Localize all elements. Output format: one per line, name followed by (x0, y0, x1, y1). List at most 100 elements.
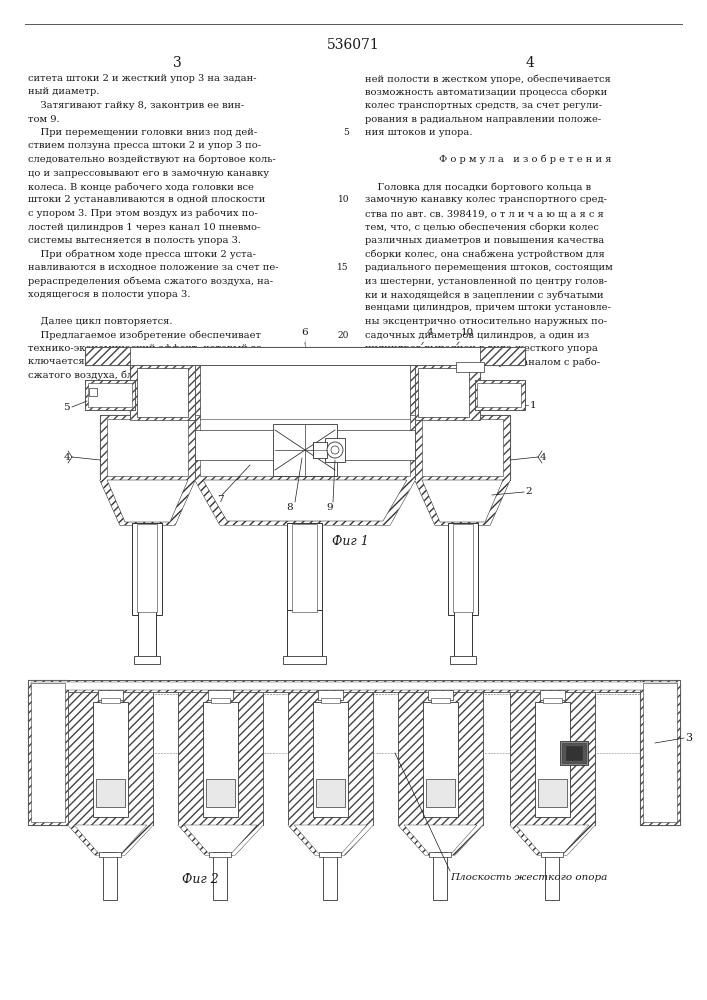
Text: 3: 3 (173, 56, 182, 70)
Bar (137, 368, 188, 417)
Bar (28, 680, 680, 692)
Text: технико-экономический эффект, который за-: технико-экономический эффект, который за… (28, 344, 266, 353)
Text: 10: 10 (457, 328, 474, 345)
Bar (195, 415, 415, 480)
Bar (545, 852, 559, 900)
Bar (292, 524, 317, 612)
Bar (535, 702, 570, 817)
Bar (448, 523, 478, 615)
Bar (418, 368, 469, 417)
Text: ствием ползуна пресса штоки 2 и упор 3 по-: ствием ползуна пресса штоки 2 и упор 3 п… (28, 141, 261, 150)
Polygon shape (203, 480, 407, 521)
Text: с упором 3. При этом воздух из рабочих по-: с упором 3. При этом воздух из рабочих п… (28, 209, 258, 219)
Text: 3: 3 (685, 733, 692, 743)
Bar (103, 852, 117, 900)
Text: 5: 5 (64, 402, 70, 412)
Text: различных диаметров и повышения качества: различных диаметров и повышения качества (365, 236, 604, 245)
Text: При перемещении головки вниз под дей-: При перемещении головки вниз под дей- (28, 128, 257, 137)
Bar (415, 365, 480, 420)
Text: 4: 4 (540, 452, 547, 462)
Text: ный диаметр.: ный диаметр. (28, 88, 100, 97)
Polygon shape (184, 825, 257, 855)
Bar (107, 419, 188, 476)
Text: из шестерни, установленной по центру голов-: из шестерни, установленной по центру гол… (365, 276, 607, 286)
Bar (100, 415, 195, 480)
Bar (319, 852, 341, 857)
Text: Фиг 1: Фиг 1 (332, 535, 368, 548)
Bar (475, 380, 525, 410)
Bar (510, 692, 595, 825)
Text: ней полости в жестком упоре, обеспечивается: ней полости в жестком упоре, обеспечивае… (365, 74, 611, 84)
Text: ства по авт. св. 398419, о т л и ч а ю щ а я с я: ства по авт. св. 398419, о т л и ч а ю щ… (365, 209, 604, 218)
Polygon shape (68, 825, 153, 855)
Text: ключается в том, что сокращаются потери: ключается в том, что сокращаются потери (28, 358, 254, 366)
Text: венцами цилиндров, причем штоки установле-: венцами цилиндров, причем штоки установл… (365, 304, 611, 312)
Bar (283, 656, 326, 664)
Bar (428, 690, 453, 700)
Polygon shape (178, 825, 263, 855)
Bar (93, 702, 128, 817)
Bar (130, 347, 480, 365)
Text: системы вытесняется в полость упора 3.: системы вытесняется в полость упора 3. (28, 236, 241, 245)
Polygon shape (288, 825, 373, 855)
Bar (313, 442, 327, 458)
Text: 4: 4 (421, 328, 433, 345)
Polygon shape (510, 825, 595, 855)
Bar (85, 347, 525, 365)
Bar (88, 383, 132, 407)
Bar (318, 690, 343, 700)
Bar (288, 692, 373, 825)
Bar (211, 698, 230, 703)
Polygon shape (74, 825, 147, 855)
Polygon shape (195, 480, 415, 525)
Polygon shape (68, 825, 153, 855)
Bar (541, 852, 563, 857)
Bar (426, 779, 455, 807)
Polygon shape (404, 825, 477, 855)
Bar (562, 743, 586, 763)
Polygon shape (415, 480, 510, 525)
Bar (31, 683, 65, 822)
Text: ходящегося в полости упора 3.: ходящегося в полости упора 3. (28, 290, 190, 299)
Polygon shape (398, 825, 483, 855)
Text: 536071: 536071 (327, 38, 380, 52)
Bar (99, 852, 121, 857)
Text: чими цилиндрами.: чими цилиндрами. (365, 371, 464, 380)
Bar (130, 365, 480, 420)
Text: ситета штоки 2 и жесткий упор 3 на задан-: ситета штоки 2 и жесткий упор 3 на задан… (28, 74, 257, 83)
Bar (68, 692, 153, 825)
Polygon shape (100, 480, 195, 525)
Bar (130, 365, 480, 420)
Text: цо и запрессовывают его в замочную канавку: цо и запрессовывают его в замочную канав… (28, 168, 269, 178)
Text: 5: 5 (343, 128, 349, 137)
Bar (200, 419, 410, 476)
Bar (28, 680, 680, 692)
Bar (538, 779, 567, 807)
Text: садочных диаметров цилиндров, а один из: садочных диаметров цилиндров, а один из (365, 330, 589, 340)
Bar (195, 430, 415, 460)
Bar (208, 690, 233, 700)
Text: 8: 8 (286, 503, 293, 512)
Text: ны эксцентрично относительно наружных по-: ны эксцентрично относительно наружных по… (365, 317, 607, 326)
Bar (31, 682, 677, 690)
Bar (200, 365, 410, 420)
Bar (398, 692, 483, 825)
Bar (543, 698, 562, 703)
Text: 1: 1 (530, 400, 537, 410)
Text: При обратном ходе пресса штоки 2 уста-: При обратном ходе пресса штоки 2 уста- (28, 249, 256, 259)
Bar (456, 362, 484, 372)
Text: Далее цикл повторяется.: Далее цикл повторяется. (28, 317, 173, 326)
Bar (89, 388, 97, 396)
Text: цилиндров выполнен в виде жесткого упора: цилиндров выполнен в виде жесткого упора (365, 344, 598, 353)
Polygon shape (294, 825, 367, 855)
Bar (566, 746, 582, 760)
Bar (178, 692, 263, 825)
Bar (415, 415, 510, 480)
Bar (101, 698, 120, 703)
Text: замочную канавку колес транспортного сред-: замочную канавку колес транспортного сре… (365, 196, 607, 205)
Bar (137, 524, 157, 612)
Bar (134, 656, 160, 664)
Polygon shape (510, 825, 595, 855)
Polygon shape (422, 480, 503, 522)
Text: и имеет полость, связанную каналом с рабо-: и имеет полость, связанную каналом с раб… (365, 358, 600, 367)
